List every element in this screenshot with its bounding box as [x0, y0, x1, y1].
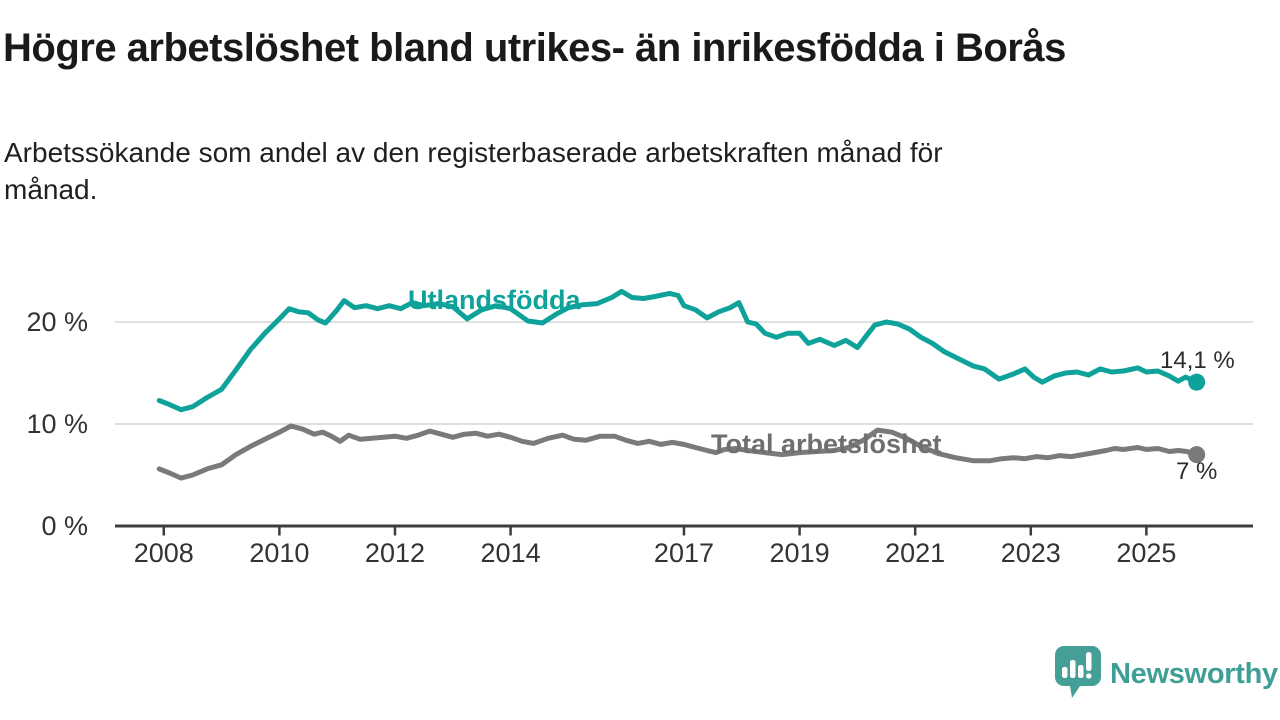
- x-axis-tick-label: 2021: [885, 538, 946, 568]
- y-axis-tick-label: 0 %: [41, 511, 88, 541]
- x-axis-tick-label: 2023: [1000, 538, 1061, 568]
- x-axis-tick-label: 2019: [769, 538, 830, 568]
- x-axis-tick-label: 2014: [480, 538, 541, 568]
- x-axis-tick-label: 2010: [249, 538, 310, 568]
- end-value-label-total: 7 %: [1176, 458, 1218, 485]
- x-axis-tick-label: 2012: [364, 538, 425, 568]
- y-axis-tick-label: 20 %: [26, 307, 88, 337]
- x-axis-tick-label: 2008: [133, 538, 194, 568]
- chart-subtitle-line-1: Arbetssökande som andel av den registerb…: [4, 137, 943, 168]
- x-axis-tick-label: 2025: [1116, 538, 1177, 568]
- end-value-label-utlandsfodda: 14,1 %: [1160, 347, 1235, 374]
- series-label-total-arbetsloshet: Total arbetslöshet: [711, 429, 942, 459]
- y-axis-tick-label: 10 %: [26, 409, 88, 439]
- page-title: Högre arbetslöshet bland utrikes- än inr…: [3, 26, 1066, 70]
- newsworthy-logo-icon: [1054, 645, 1102, 705]
- chart-subtitle: Arbetssökande som andel av den registerb…: [4, 134, 1224, 208]
- x-axis-tick-label: 2017: [653, 538, 714, 568]
- chart-subtitle-line-2: månad.: [4, 174, 98, 205]
- newsworthy-brand-text: Newsworthy: [1110, 658, 1278, 690]
- series-label-utlandsfodda: Utlandsfödda: [408, 285, 581, 315]
- newsworthy-logo: Newsworthy: [1054, 645, 1280, 705]
